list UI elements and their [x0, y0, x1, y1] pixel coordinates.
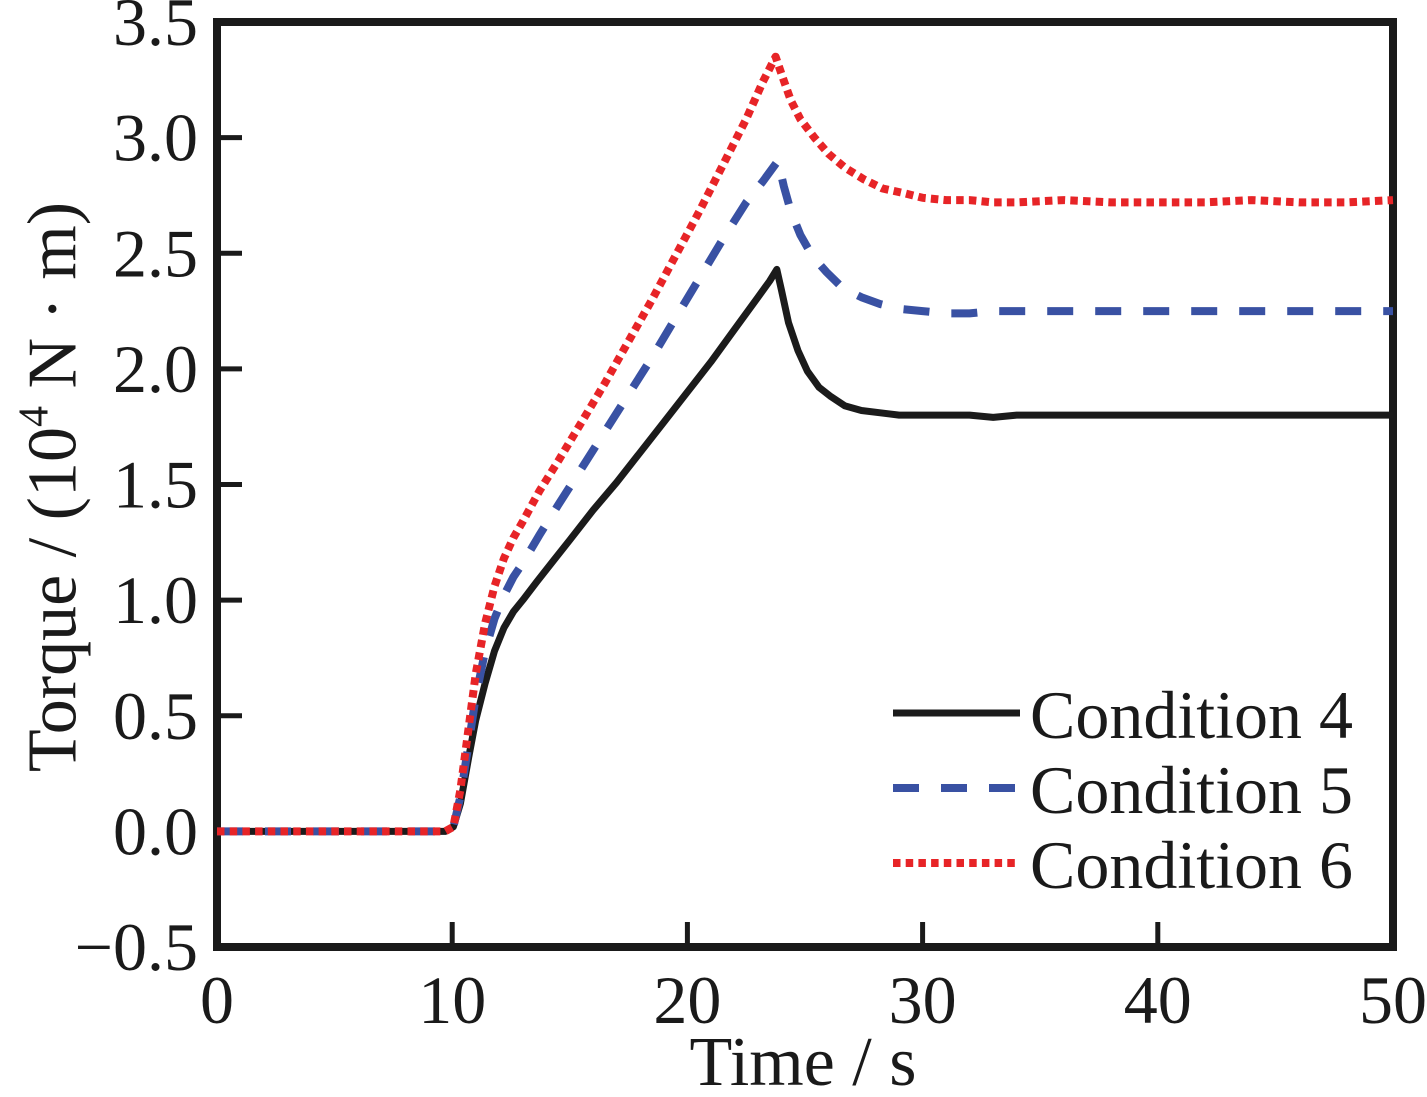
legend-label-condition-4: Condition 4: [1030, 677, 1353, 753]
y-axis-label: Torque / (104 N · m): [11, 202, 94, 772]
x-tick-label: 40: [1124, 962, 1192, 1038]
y-axis-label-suffix: N · m): [14, 201, 92, 407]
x-tick-label: 30: [889, 962, 957, 1038]
series-line-condition-4: [217, 265, 1393, 835]
y-tick-label: 1.5: [113, 447, 198, 523]
legend-label-condition-5: Condition 5: [1030, 752, 1353, 828]
y-tick-label: 0.5: [113, 678, 198, 754]
x-tick-label: 20: [653, 962, 721, 1038]
plot-frame: [213, 18, 1397, 951]
y-tick-label: −0.5: [75, 909, 198, 985]
y-tick-label: 3.5: [113, 0, 198, 60]
y-tick-label: 2.5: [113, 215, 198, 291]
x-tick-label: 0: [200, 962, 234, 1038]
x-axis-label: Time / s: [689, 1024, 917, 1097]
series-line-condition-6: [217, 52, 1394, 836]
x-tick-label: 10: [418, 962, 486, 1038]
y-tick-label: 0.0: [113, 793, 198, 869]
y-tick-label: 2.0: [113, 331, 198, 407]
y-axis-label-prefix: Torque / (10: [14, 427, 92, 773]
y-tick-label: 3.0: [113, 100, 198, 176]
y-axis-label-superscript: 4: [11, 406, 58, 428]
x-tick-label: 50: [1359, 962, 1427, 1038]
y-tick-label: 1.0: [113, 562, 198, 638]
legend-label-condition-6: Condition 6: [1030, 827, 1353, 903]
